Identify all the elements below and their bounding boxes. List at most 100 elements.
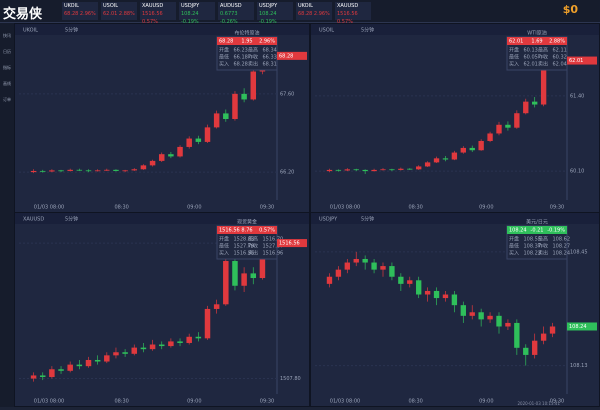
candle-body (389, 169, 394, 170)
header-bar (15, 213, 309, 224)
candle-body (532, 341, 537, 355)
interval: 5分钟 (65, 216, 78, 223)
candle-body (371, 263, 376, 270)
sidebar-item[interactable]: 画线 (0, 81, 14, 87)
quote-cell: 66.33 (263, 55, 277, 61)
x-tick-label: 01/03 08:00 (34, 399, 64, 405)
quote-cell: 108.27 (553, 244, 571, 250)
quote-cell: 最低 (219, 54, 229, 61)
quote-cell: 买入 (219, 61, 229, 68)
quote-cell: 62.01 (524, 62, 538, 68)
ticker-name: AUDUSD (220, 2, 254, 10)
quote-cell: 买入 (509, 61, 519, 68)
candle-body (345, 263, 350, 270)
quote-cell: 68.28 (234, 62, 248, 68)
candle-body (514, 323, 519, 348)
candle-body (186, 139, 191, 147)
ticker-name: USDJPY (181, 2, 215, 10)
ticker-price: 62.01 (103, 11, 117, 17)
quote-cell: 卖出 (538, 250, 548, 257)
quote-cell: 卖出 (248, 250, 258, 257)
interval: 5分钟 (361, 27, 374, 34)
x-tick-label: 08:30 (408, 205, 422, 211)
candle-body (478, 312, 483, 319)
quote-cell: 最高 (538, 236, 548, 243)
candle-body (496, 316, 501, 327)
candle-body (223, 261, 228, 304)
sidebar-item[interactable]: 指标 (0, 65, 14, 71)
candle-body (461, 148, 466, 153)
candle-body (371, 170, 376, 171)
quote-cell: 买入 (219, 250, 229, 257)
x-tick-label: 08:30 (114, 205, 128, 211)
candle-body (67, 170, 72, 171)
candle-body (398, 277, 403, 284)
status-time: 2020-01-03 10:13:41 (518, 401, 560, 406)
candle-body (541, 334, 546, 341)
quote-name: 布伦特原油 (234, 30, 259, 37)
candle-body (104, 355, 109, 361)
x-tick-label: 08:30 (408, 399, 422, 405)
y-tick-label: 108.13 (570, 363, 588, 369)
interval: 5分钟 (65, 27, 78, 34)
logo: 交易侠 (3, 3, 42, 22)
ticker-quote: 68.28 2.96% (298, 10, 332, 18)
ticker-name: XAUUSD (337, 2, 371, 10)
sidebar-item[interactable]: 日历 (0, 49, 14, 55)
quote-cell: 开盘 (219, 236, 229, 243)
candle-body (86, 170, 91, 171)
y-tick-label: 108.45 (570, 249, 588, 255)
x-tick-label: 09:30 (260, 205, 274, 211)
quote-pct: 2.88% (549, 39, 565, 45)
candle-body (362, 170, 367, 171)
quote-cell: 卖出 (248, 61, 258, 68)
quote-last: 62.01 (509, 39, 523, 45)
ticker-price: 108.24 (259, 11, 277, 17)
sidebar: 快讯日历指标画线订单 (0, 23, 14, 407)
quote-cell: 最高 (248, 236, 258, 243)
quote-cell: 最高 (248, 47, 258, 54)
y-tick-label: 66.20 (280, 170, 294, 176)
candle-body (470, 312, 475, 316)
ticker-quote: 62.01 2.88% (103, 10, 137, 18)
quote-change: 8.76 (241, 228, 252, 234)
candle-body (168, 154, 173, 156)
quote-cell: 108.62 (553, 237, 571, 243)
candle-body (232, 94, 237, 119)
candle-body (362, 259, 367, 263)
quote-name: 美元/日元 (526, 219, 548, 226)
last-price: 62.01 (569, 58, 583, 64)
x-tick-label: 09:00 (187, 399, 201, 405)
candle-body (251, 273, 256, 278)
candle-body (113, 352, 118, 355)
candle-body (407, 280, 412, 284)
candle-body (58, 170, 63, 171)
sidebar-item[interactable]: 订单 (0, 97, 14, 103)
x-tick-label: 09:00 (187, 205, 201, 211)
candle-body (232, 261, 237, 286)
candle-body (452, 153, 457, 160)
candle-body (241, 273, 246, 285)
candle-body (523, 102, 528, 114)
x-tick-label: 08:30 (114, 399, 128, 405)
balance[interactable]: $0 (563, 3, 578, 16)
candle-body (532, 102, 537, 105)
candle-body (241, 94, 246, 100)
sidebar-item[interactable]: 快讯 (0, 33, 14, 39)
quote-cell: 最低 (509, 54, 519, 61)
candle-body (416, 280, 421, 294)
quote-cell: 最低 (509, 243, 519, 250)
quote-change: -0.21 (531, 228, 544, 234)
candle-body (354, 259, 359, 263)
